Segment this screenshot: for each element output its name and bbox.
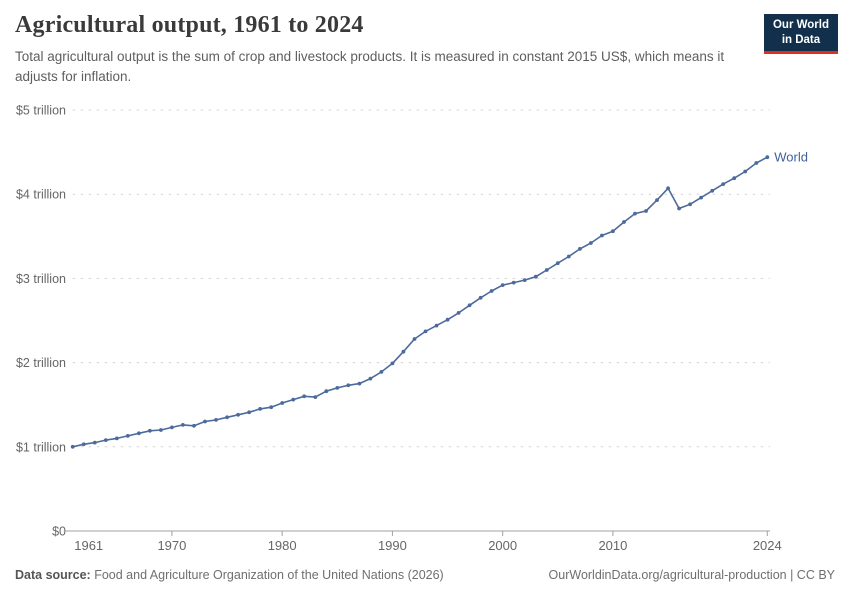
data-point-1969 xyxy=(159,428,163,432)
data-point-1966 xyxy=(125,434,130,438)
data-point-1997 xyxy=(467,303,472,308)
data-source-note: Data source: Food and Agriculture Organi… xyxy=(15,568,444,582)
data-point-1971 xyxy=(181,423,185,427)
data-point-1999 xyxy=(489,289,494,293)
data-point-2000 xyxy=(500,283,505,287)
data-point-2012 xyxy=(633,211,637,216)
data-point-2023 xyxy=(754,161,759,165)
data-point-2024 xyxy=(765,155,770,160)
series-line-world xyxy=(72,156,768,448)
data-point-2001 xyxy=(511,280,516,285)
data-point-1972 xyxy=(192,423,196,428)
data-point-1987 xyxy=(357,381,362,386)
page-title: Agricultural output, 1961 to 2024 xyxy=(15,12,364,38)
x-axis-label-2000: 2000 xyxy=(488,538,517,553)
data-point-1973 xyxy=(203,419,207,424)
data-point-1983 xyxy=(313,395,318,399)
data-source-label: Data source: xyxy=(15,568,91,582)
data-point-1991 xyxy=(401,349,406,354)
y-axis-label-2: $2 trillion xyxy=(16,356,66,370)
data-point-2010 xyxy=(611,229,615,234)
data-point-2022 xyxy=(743,169,748,174)
y-axis-label-5: $5 trillion xyxy=(16,104,66,118)
data-point-2007 xyxy=(578,247,582,251)
x-axis-label-2024: 2024 xyxy=(753,538,782,553)
owid-logo-line1: Our World xyxy=(772,19,829,31)
y-axis-label-4: $4 trillion xyxy=(16,188,66,202)
data-point-1996 xyxy=(456,311,461,315)
data-point-1970 xyxy=(170,425,174,430)
data-point-1980 xyxy=(280,401,285,405)
x-axis-label-2010: 2010 xyxy=(598,538,627,553)
data-point-1974 xyxy=(214,418,218,422)
data-point-1993 xyxy=(423,329,428,334)
data-point-1990 xyxy=(390,361,395,366)
data-point-1986 xyxy=(346,383,351,388)
data-point-2017 xyxy=(688,202,692,207)
data-point-2013 xyxy=(644,209,648,213)
data-point-1962 xyxy=(81,442,86,447)
page-subtitle: Total agricultural output is the sum of … xyxy=(15,49,725,84)
data-point-1979 xyxy=(269,405,274,410)
data-point-2009 xyxy=(600,233,604,238)
data-point-1985 xyxy=(335,386,340,390)
data-point-1992 xyxy=(412,337,417,341)
x-axis-label-1961: 1961 xyxy=(74,538,103,553)
chart-header: Agricultural output, 1961 to 2024 Total … xyxy=(15,12,755,86)
data-point-1975 xyxy=(225,415,230,420)
data-point-2018 xyxy=(699,195,703,200)
x-axis-label-1980: 1980 xyxy=(268,538,297,553)
footer-citation-link[interactable]: OurWorldinData.org/agricultural-producti… xyxy=(548,568,835,582)
data-point-2021 xyxy=(732,176,737,181)
data-point-2011 xyxy=(622,220,626,224)
data-point-2020 xyxy=(721,182,726,187)
x-axis-label-1990: 1990 xyxy=(378,538,407,553)
data-point-1977 xyxy=(247,410,252,415)
data-point-1978 xyxy=(258,407,262,411)
owid-logo[interactable]: Our World in Data xyxy=(763,14,838,54)
data-point-2008 xyxy=(589,241,593,245)
y-axis-label-0: $0 xyxy=(52,525,66,539)
data-point-2004 xyxy=(544,268,549,272)
data-point-2014 xyxy=(655,198,659,203)
data-point-2006 xyxy=(566,254,571,259)
chart-footer: Data source: Food and Agriculture Organi… xyxy=(15,568,835,582)
data-point-1988 xyxy=(368,376,373,381)
owid-logo-line2: in Data xyxy=(781,33,821,46)
data-point-1981 xyxy=(291,397,296,402)
data-point-2003 xyxy=(533,274,538,279)
data-point-2002 xyxy=(522,278,527,282)
data-point-1982 xyxy=(302,394,307,399)
data-source-text: Food and Agriculture Organization of the… xyxy=(90,568,444,582)
series-label-world[interactable]: World xyxy=(774,150,808,165)
data-point-1995 xyxy=(445,317,450,322)
data-point-1984 xyxy=(324,389,329,394)
data-point-2016 xyxy=(677,206,681,211)
data-point-1989 xyxy=(379,370,384,374)
data-point-1998 xyxy=(478,295,483,300)
y-axis-label-3: $3 trillion xyxy=(16,272,66,286)
data-point-2019 xyxy=(710,188,715,193)
data-point-1994 xyxy=(434,323,439,328)
x-axis-label-1970: 1970 xyxy=(157,538,186,553)
y-axis-label-1: $1 trillion xyxy=(16,440,66,454)
data-point-1963 xyxy=(92,440,97,445)
data-point-1964 xyxy=(103,438,108,442)
data-point-1976 xyxy=(236,412,241,417)
data-point-1967 xyxy=(137,431,141,436)
data-point-1968 xyxy=(148,428,152,433)
data-point-1965 xyxy=(114,436,119,441)
data-point-2005 xyxy=(555,261,560,266)
data-point-2015 xyxy=(666,186,670,191)
data-point-1961 xyxy=(70,444,75,449)
